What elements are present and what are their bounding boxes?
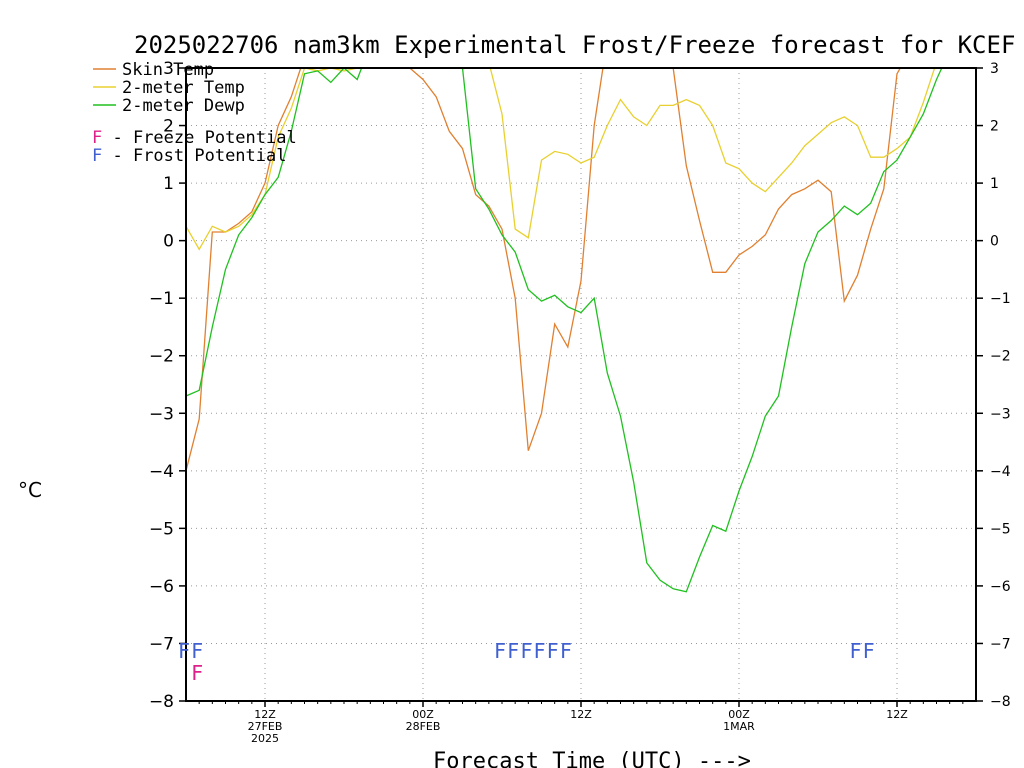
y-tick-label-right: −5 xyxy=(990,521,1011,537)
frost-potential-marker: F xyxy=(863,639,875,663)
y-tick-label-right: −8 xyxy=(990,694,1011,710)
y-tick-label: −8 xyxy=(149,692,174,712)
potential-markers: F FFF F F F F F F F xyxy=(178,639,875,685)
marker-legend-text: - Freeze Potential xyxy=(102,128,296,148)
chart-title: 2025022706 nam3km Experimental Frost/Fre… xyxy=(134,31,1015,59)
y-tick-label: −4 xyxy=(149,462,174,482)
legend-label: 2-meter Temp xyxy=(122,78,245,98)
x-tick-label: 00Z xyxy=(728,708,750,721)
y-axis-ticks: 3 3 2 2 1 1 0 0 −1 −1 −2 −2 −3 −3 −4 −4 −5 −5 −6 −6 −7 −7 −8 −8 xyxy=(149,59,1011,712)
x-tick-label: 12Z xyxy=(254,708,276,721)
y-tick-label: −2 xyxy=(149,347,174,367)
x-tick-label: 2025 xyxy=(251,732,279,745)
x-tick-label: 12Z xyxy=(570,708,592,721)
y-axis-label: °C xyxy=(18,478,42,502)
y-tick-label-right: −2 xyxy=(990,349,1011,365)
x-tick-label: 27FEB xyxy=(248,720,283,733)
y-tick-label: 3 xyxy=(163,59,174,79)
y-tick-label: −6 xyxy=(149,577,174,597)
series-lines xyxy=(186,68,943,593)
y-tick-label: 2 xyxy=(163,117,174,137)
x-axis-label: Forecast Time (UTC) ---> xyxy=(433,749,751,768)
y-tick-label-right: 3 xyxy=(990,61,999,77)
y-tick-label-right: −4 xyxy=(990,464,1011,480)
frost-potential-marker: F xyxy=(534,639,546,663)
y-tick-label-right: 2 xyxy=(990,119,999,135)
freeze-potential-marker: F xyxy=(191,661,203,685)
marker-legend-text: - Frost Potential xyxy=(102,146,286,166)
frost-potential-marker: F xyxy=(850,639,862,663)
series-line-skin-temp xyxy=(186,68,902,471)
x-tick-label: 12Z xyxy=(886,708,908,721)
x-tick-label: 1MAR xyxy=(723,720,755,733)
y-tick-label: 0 xyxy=(163,232,174,252)
marker-legend-letter: F xyxy=(92,146,102,166)
frost-potential-marker: F xyxy=(547,639,559,663)
y-tick-label: −1 xyxy=(149,289,174,309)
marker-legend-entry: F - Frost Potential xyxy=(92,146,286,166)
frost-potential-marker: F xyxy=(507,639,519,663)
x-tick-label: 00Z xyxy=(412,708,434,721)
frost-potential-marker: F xyxy=(191,639,203,663)
legend-label: Skin Temp xyxy=(122,60,214,80)
y-tick-label-right: −7 xyxy=(990,636,1011,652)
x-tick-label: 28FEB xyxy=(406,720,441,733)
y-tick-label-right: −3 xyxy=(990,406,1011,422)
frost-potential-marker: F xyxy=(560,639,572,663)
series-line-2-meter-dewp xyxy=(186,68,943,593)
frost-potential-marker: F xyxy=(178,639,190,663)
y-tick-label-right: −6 xyxy=(990,579,1011,595)
marker-legend-letter: F xyxy=(92,128,102,148)
y-tick-label: 1 xyxy=(163,174,174,194)
y-tick-label: −5 xyxy=(149,519,174,539)
y-tick-label-right: −1 xyxy=(990,291,1011,307)
y-tick-label-right: 0 xyxy=(990,234,999,250)
marker-legend-entry: F - Freeze Potential xyxy=(92,128,297,148)
grid-lines xyxy=(186,68,976,701)
frost-potential-marker: F xyxy=(520,639,532,663)
y-tick-label: −3 xyxy=(149,404,174,424)
y-tick-label-right: 1 xyxy=(990,176,999,192)
legend-label: 2-meter Dewp xyxy=(122,96,245,116)
frost-potential-marker: F xyxy=(494,639,506,663)
y-tick-label: −7 xyxy=(149,634,174,654)
